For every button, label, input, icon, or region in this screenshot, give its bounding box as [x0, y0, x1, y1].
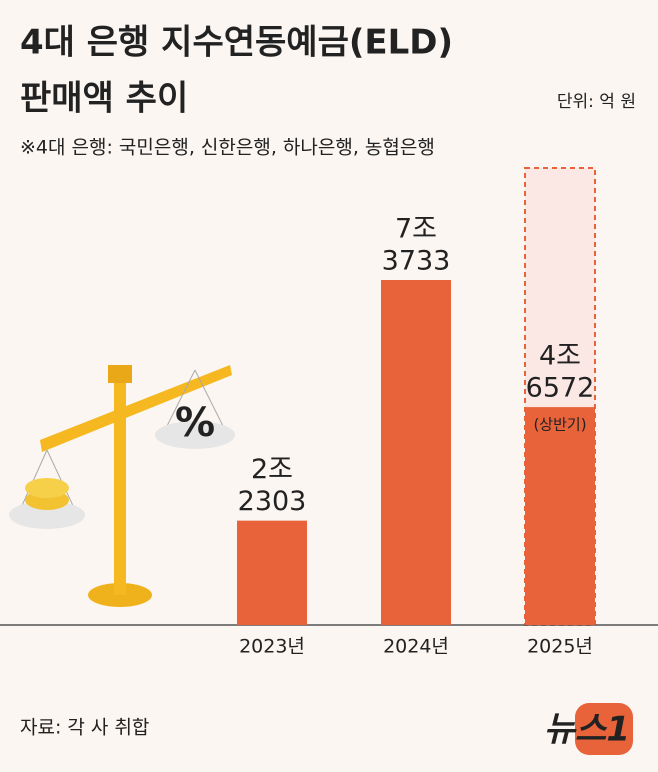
x-tick-label: 2023년: [239, 636, 305, 658]
chart-title: 판매액 추이: [20, 79, 188, 119]
logo: 뉴스1: [544, 710, 630, 750]
unit: 단위: 억 원: [557, 92, 636, 112]
bar: [525, 407, 595, 625]
bar: [381, 280, 451, 625]
value-label: 4조: [539, 341, 581, 372]
x-tick-label: 2024년: [383, 636, 449, 658]
x-tick-label: 2025년: [527, 636, 593, 658]
value-label: 2303: [238, 486, 307, 517]
value-label: 3733: [382, 246, 451, 277]
bar: [237, 520, 307, 625]
svg-text:%: %: [175, 400, 215, 446]
source: 자료: 각 사 취합: [20, 717, 149, 739]
annotation: (상반기): [533, 416, 586, 434]
scale-illustration: %: [9, 365, 235, 607]
value-label: 2조: [251, 454, 293, 485]
chart-title: 4대 은행 지수연동예금(ELD): [20, 23, 453, 63]
logo-badge: [575, 703, 633, 755]
value-label: 6572: [526, 373, 595, 404]
note: ※4대 은행: 국민은행, 신한은행, 하나은행, 농협은행: [20, 137, 435, 159]
value-label: 7조: [395, 214, 437, 245]
